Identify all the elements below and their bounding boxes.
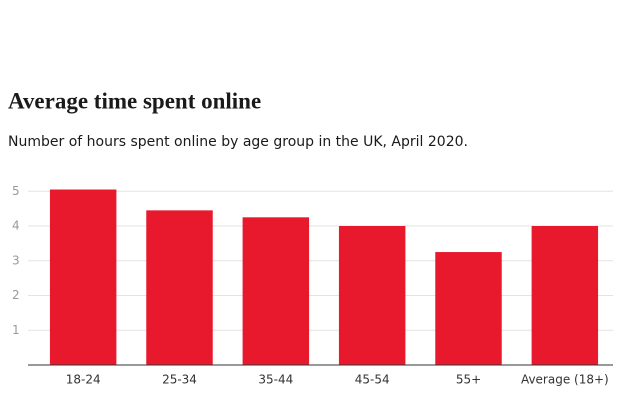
y-tick-label: 5 <box>12 184 20 198</box>
y-tick-label: 4 <box>12 219 20 233</box>
bar <box>242 217 310 365</box>
y-tick-label: 1 <box>12 323 20 337</box>
y-tick-label: 3 <box>12 253 20 267</box>
x-tick-label: 55+ <box>456 373 481 387</box>
bar <box>49 189 117 365</box>
chart-subtitle: Number of hours spent online by age grou… <box>8 134 468 150</box>
x-tick-label: 25-34 <box>162 373 197 387</box>
x-tick-label: 18-24 <box>66 373 101 387</box>
x-tick-label: 35-44 <box>258 373 293 387</box>
bar <box>146 210 213 365</box>
bar <box>338 226 406 365</box>
bar <box>435 252 502 365</box>
x-tick-label: Average (18+) <box>521 373 609 387</box>
y-tick-label: 2 <box>12 288 20 302</box>
x-tick-label: 45-54 <box>355 373 390 387</box>
bar <box>531 226 599 365</box>
chart-title: Average time spent online <box>8 88 261 113</box>
